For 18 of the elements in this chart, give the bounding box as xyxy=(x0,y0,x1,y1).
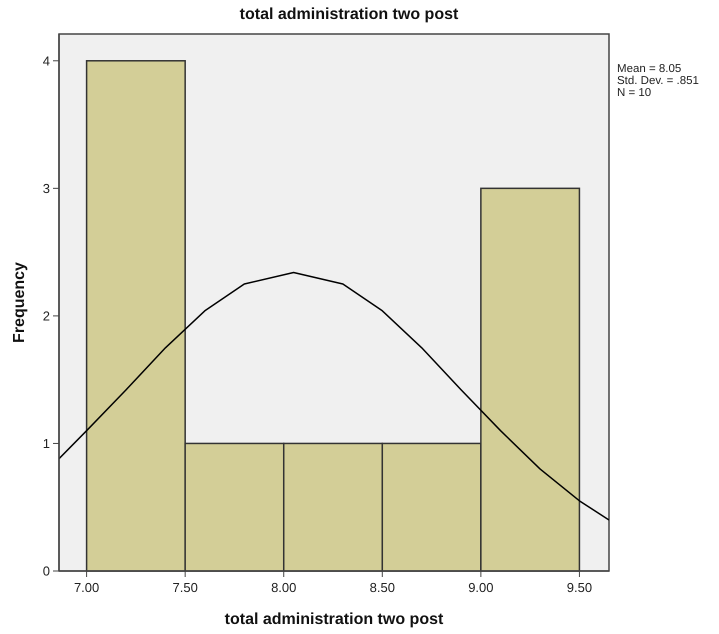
x-tick-label: 8.00 xyxy=(271,580,296,595)
x-tick-label: 9.50 xyxy=(566,580,592,595)
text: Mean = 8.05 xyxy=(617,63,682,75)
x-tick-label: 7.50 xyxy=(172,580,198,595)
y-tick-label: 0 xyxy=(42,564,50,578)
y-tick-label: 3 xyxy=(42,180,50,196)
chart-title: total administration two post xyxy=(240,6,459,23)
text: Std. Dev. = .851 xyxy=(617,75,699,87)
line-series xyxy=(59,272,609,521)
y-tick-label: 4 xyxy=(42,53,50,68)
x-tick-label: 7.00 xyxy=(74,580,100,595)
y-axis-title: Frequency xyxy=(11,262,28,343)
text: N = 10 xyxy=(617,87,652,99)
x-axis-title: total administration two post xyxy=(224,611,444,628)
x-tick-label: 9.00 xyxy=(468,580,494,595)
x-tick-label: 8.50 xyxy=(370,580,395,595)
y-tick-label: 1 xyxy=(42,436,50,451)
y-tick-label: 2 xyxy=(42,308,50,324)
